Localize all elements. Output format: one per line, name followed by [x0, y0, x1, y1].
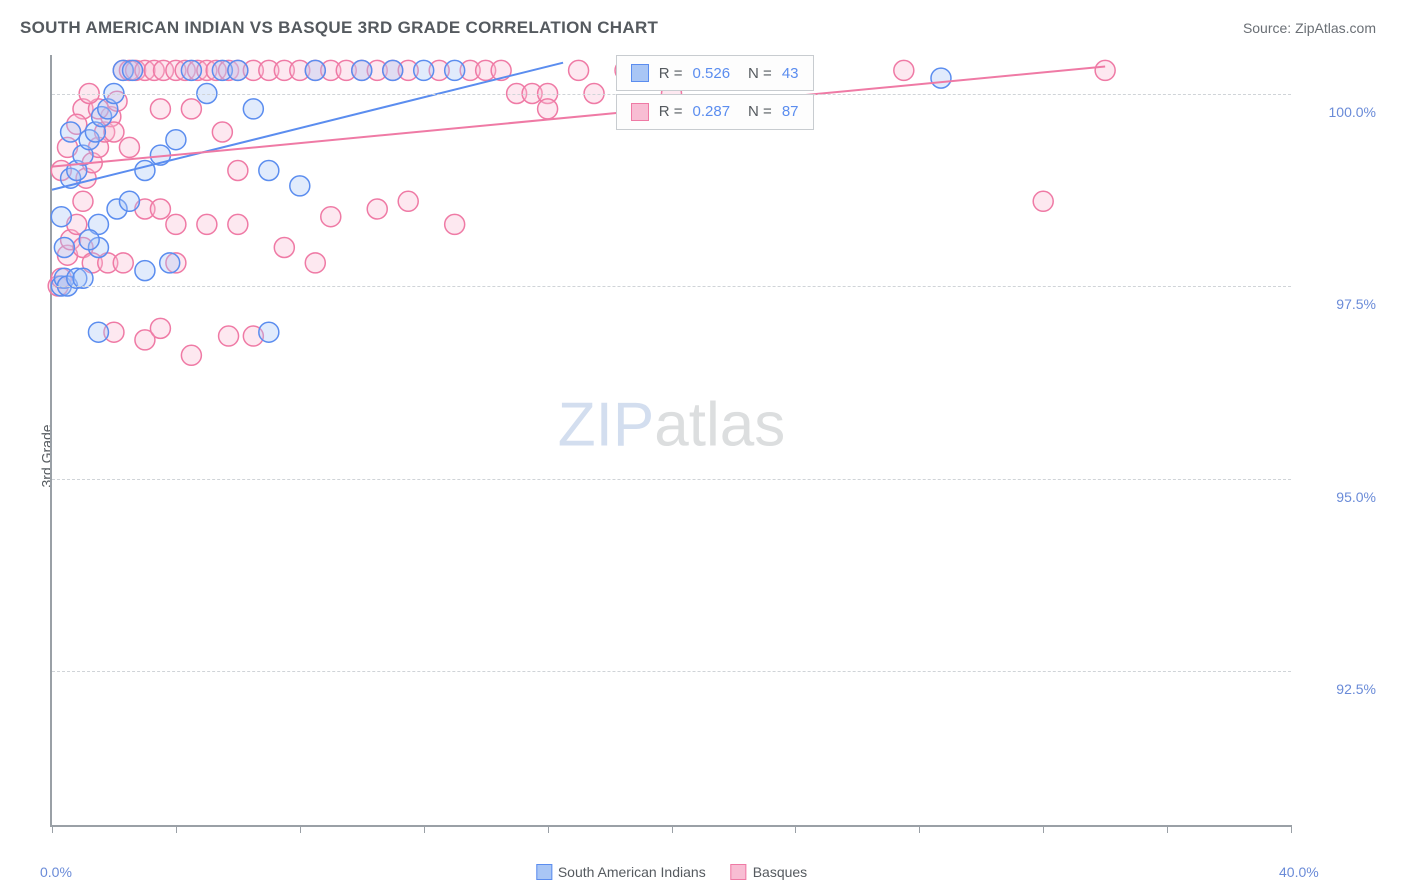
scatter-point: [166, 214, 186, 234]
scatter-point: [54, 238, 74, 258]
scatter-point: [73, 191, 93, 211]
source-label: Source: ZipAtlas.com: [1243, 20, 1376, 36]
scatter-point: [414, 60, 434, 80]
legend-item: South American Indians: [536, 864, 706, 880]
scatter-point: [367, 199, 387, 219]
chart-title: SOUTH AMERICAN INDIAN VS BASQUE 3RD GRAD…: [20, 18, 658, 38]
legend-item: Basques: [731, 864, 807, 880]
scatter-point: [228, 214, 248, 234]
scatter-svg: [52, 55, 1291, 825]
x-tick: [176, 825, 177, 833]
scatter-point: [538, 99, 558, 119]
legend-label: South American Indians: [558, 864, 706, 880]
scatter-point: [243, 99, 263, 119]
scatter-point: [383, 60, 403, 80]
scatter-point: [352, 60, 372, 80]
scatter-point: [119, 137, 139, 157]
scatter-point: [445, 214, 465, 234]
y-tick-label: 95.0%: [1336, 489, 1376, 505]
gridline-h: [52, 671, 1291, 672]
x-tick: [1291, 825, 1292, 833]
scatter-point: [160, 253, 180, 273]
scatter-point: [398, 191, 418, 211]
legend-swatch: [731, 864, 747, 880]
scatter-point: [290, 176, 310, 196]
legend-swatch: [536, 864, 552, 880]
x-tick-label: 0.0%: [40, 864, 72, 880]
x-tick: [919, 825, 920, 833]
scatter-point: [1095, 60, 1115, 80]
r-value: 0.287: [693, 103, 731, 120]
stats-box: R = 0.526 N = 43: [616, 55, 814, 91]
y-tick-label: 100.0%: [1329, 104, 1376, 120]
legend-label: Basques: [753, 864, 807, 880]
x-tick: [548, 825, 549, 833]
scatter-point: [219, 326, 239, 346]
plot-area: ZIPatlas 92.5%95.0%97.5%100.0%0.0%40.0%R…: [50, 55, 1291, 827]
legend: South American Indians Basques: [536, 864, 807, 880]
scatter-point: [259, 322, 279, 342]
scatter-point: [894, 60, 914, 80]
r-value: 0.526: [693, 65, 731, 82]
scatter-point: [274, 238, 294, 258]
stats-swatch: [631, 64, 649, 82]
scatter-point: [228, 60, 248, 80]
gridline-h: [52, 286, 1291, 287]
scatter-point: [61, 122, 81, 142]
stats-swatch: [631, 103, 649, 121]
x-tick: [1167, 825, 1168, 833]
scatter-point: [113, 253, 133, 273]
n-value: 43: [782, 65, 799, 82]
x-tick-label: 40.0%: [1279, 864, 1319, 880]
x-tick: [672, 825, 673, 833]
n-label: N =: [748, 103, 772, 120]
scatter-point: [569, 60, 589, 80]
scatter-point: [79, 230, 99, 250]
scatter-point: [150, 99, 170, 119]
r-label: R =: [659, 103, 683, 120]
scatter-point: [123, 60, 143, 80]
scatter-point: [305, 253, 325, 273]
scatter-point: [135, 161, 155, 181]
y-tick-label: 97.5%: [1336, 296, 1376, 312]
scatter-point: [931, 68, 951, 88]
scatter-point: [51, 207, 71, 227]
x-tick: [795, 825, 796, 833]
stats-box: R = 0.287 N = 87: [616, 94, 814, 130]
chart-container: 3rd Grade ZIPatlas 92.5%95.0%97.5%100.0%…: [50, 55, 1386, 857]
n-value: 87: [782, 103, 799, 120]
x-tick: [1043, 825, 1044, 833]
scatter-point: [228, 161, 248, 181]
scatter-point: [166, 130, 186, 150]
scatter-point: [305, 60, 325, 80]
scatter-point: [150, 199, 170, 219]
scatter-point: [119, 191, 139, 211]
y-tick-label: 92.5%: [1336, 681, 1376, 697]
x-tick: [300, 825, 301, 833]
n-label: N =: [748, 65, 772, 82]
scatter-point: [445, 60, 465, 80]
scatter-point: [181, 345, 201, 365]
trend-line: [52, 67, 1105, 167]
scatter-point: [181, 60, 201, 80]
scatter-point: [135, 261, 155, 281]
r-label: R =: [659, 65, 683, 82]
scatter-point: [88, 322, 108, 342]
scatter-point: [321, 207, 341, 227]
scatter-point: [1033, 191, 1053, 211]
scatter-point: [212, 122, 232, 142]
gridline-h: [52, 479, 1291, 480]
x-tick: [52, 825, 53, 833]
scatter-point: [181, 99, 201, 119]
scatter-point: [197, 214, 217, 234]
scatter-point: [259, 161, 279, 181]
x-tick: [424, 825, 425, 833]
scatter-point: [150, 318, 170, 338]
